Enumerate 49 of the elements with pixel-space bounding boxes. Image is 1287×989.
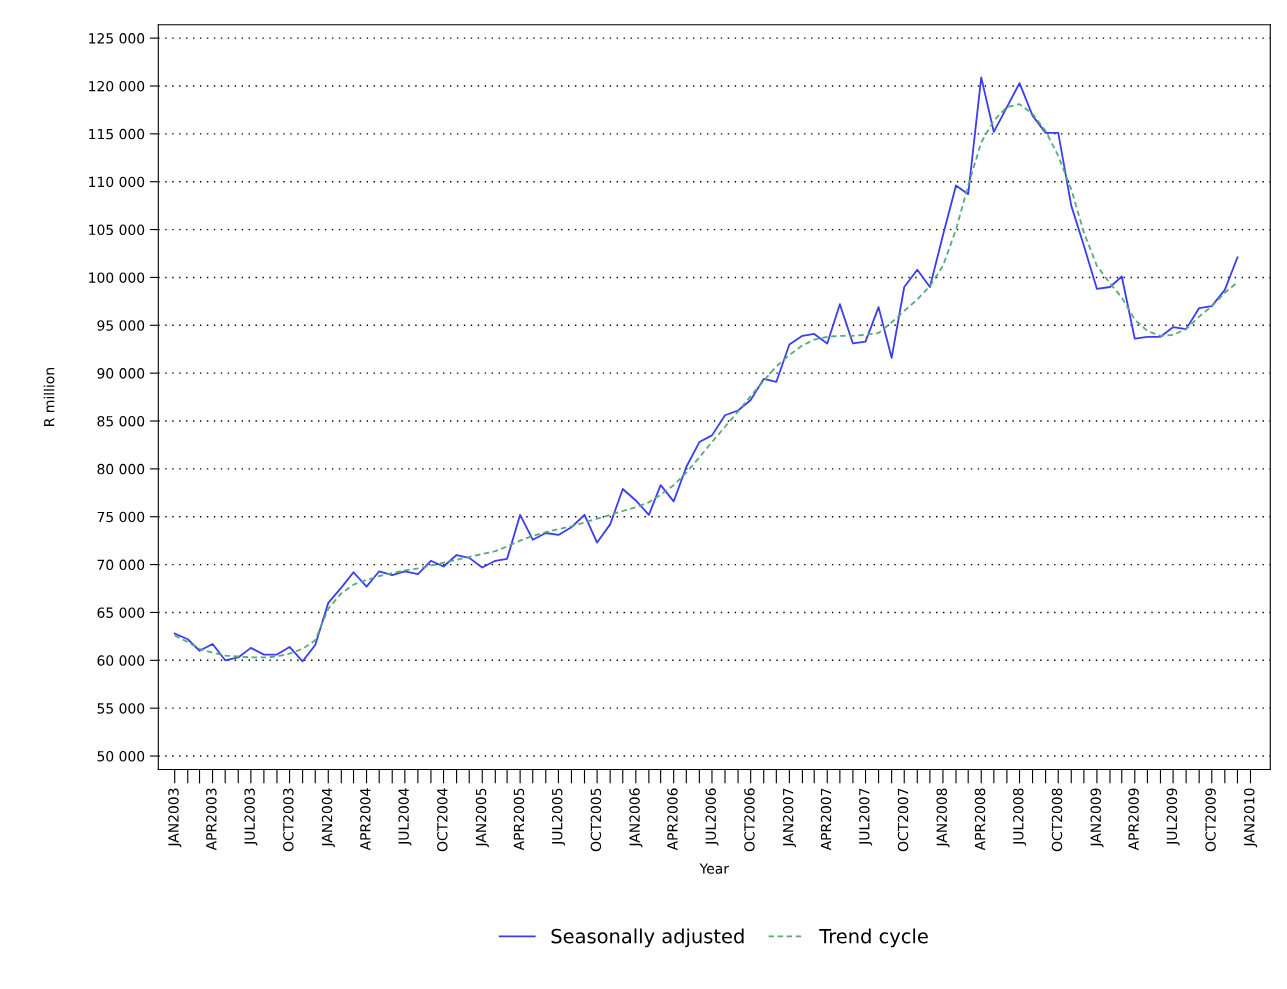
- x-tick-label: OCT2004: [437, 788, 448, 852]
- legend-label: Trend cycle: [819, 928, 928, 948]
- x-tick-label: JAN2005: [475, 788, 489, 848]
- x-tick-label: JAN2006: [629, 788, 643, 848]
- y-tick-label: 70 000: [97, 559, 145, 571]
- x-tick-label: JUL2009: [1166, 788, 1180, 846]
- y-tick-label: 95 000: [97, 320, 145, 331]
- x-tick-label: OCT2007: [897, 788, 909, 852]
- x-tick-label: APR2009: [1128, 788, 1139, 851]
- x-tick-label: OCT2006: [744, 788, 755, 852]
- x-tick-label: JAN2004: [321, 788, 335, 848]
- y-tick-label: 65 000: [97, 607, 145, 618]
- y-tick-label: 105 000: [89, 224, 145, 236]
- y-tick-label: 75 000: [97, 511, 145, 523]
- x-tick-label: APR2003: [206, 788, 217, 851]
- x-tick-label: JUL2004: [398, 788, 412, 846]
- y-tick-label: 55 000: [97, 703, 145, 714]
- x-tick-label: OCT2008: [1051, 788, 1063, 852]
- y-axis-title: R million: [43, 368, 55, 426]
- y-tick-label: 110 000: [89, 176, 145, 188]
- x-tick-label: JAN2010: [1244, 788, 1258, 848]
- y-tick-label: 115 000: [89, 128, 145, 140]
- y-tick-label: 90 000: [97, 368, 145, 379]
- y-tick-label: 120 000: [89, 80, 145, 92]
- x-tick-label: JUL2005: [551, 788, 566, 846]
- x-tick-label: OCT2005: [590, 788, 602, 852]
- x-tick-label: APR2008: [974, 788, 986, 851]
- x-tick-label: JUL2008: [1013, 788, 1027, 846]
- x-tick-label: OCT2009: [1205, 788, 1216, 852]
- y-tick-label: 60 000: [97, 655, 145, 666]
- x-tick-label: APR2005: [513, 788, 525, 851]
- x-tick-label: JAN2008: [936, 788, 950, 848]
- y-tick-label: 85 000: [97, 415, 145, 427]
- x-tick-label: JUL2007: [859, 788, 873, 846]
- x-tick-label: JUL2006: [705, 788, 719, 846]
- x-axis-title: Year: [699, 863, 729, 874]
- y-tick-label: 100 000: [89, 272, 145, 283]
- x-tick-label: APR2006: [667, 788, 678, 851]
- x-tick-label: JAN2003: [168, 788, 182, 848]
- y-tick-label: 80 000: [97, 463, 145, 475]
- legend-label: Seasonally adjusted: [551, 928, 744, 948]
- x-tick-label: OCT2003: [283, 788, 294, 852]
- x-tick-label: JAN2007: [782, 788, 796, 848]
- x-tick-label: JAN2009: [1090, 788, 1104, 848]
- y-tick-label: 125 000: [89, 33, 145, 44]
- x-tick-label: JUL2003: [244, 788, 258, 846]
- x-tick-label: APR2007: [820, 788, 832, 851]
- x-tick-label: APR2004: [360, 788, 371, 851]
- y-tick-label: 50 000: [97, 751, 145, 762]
